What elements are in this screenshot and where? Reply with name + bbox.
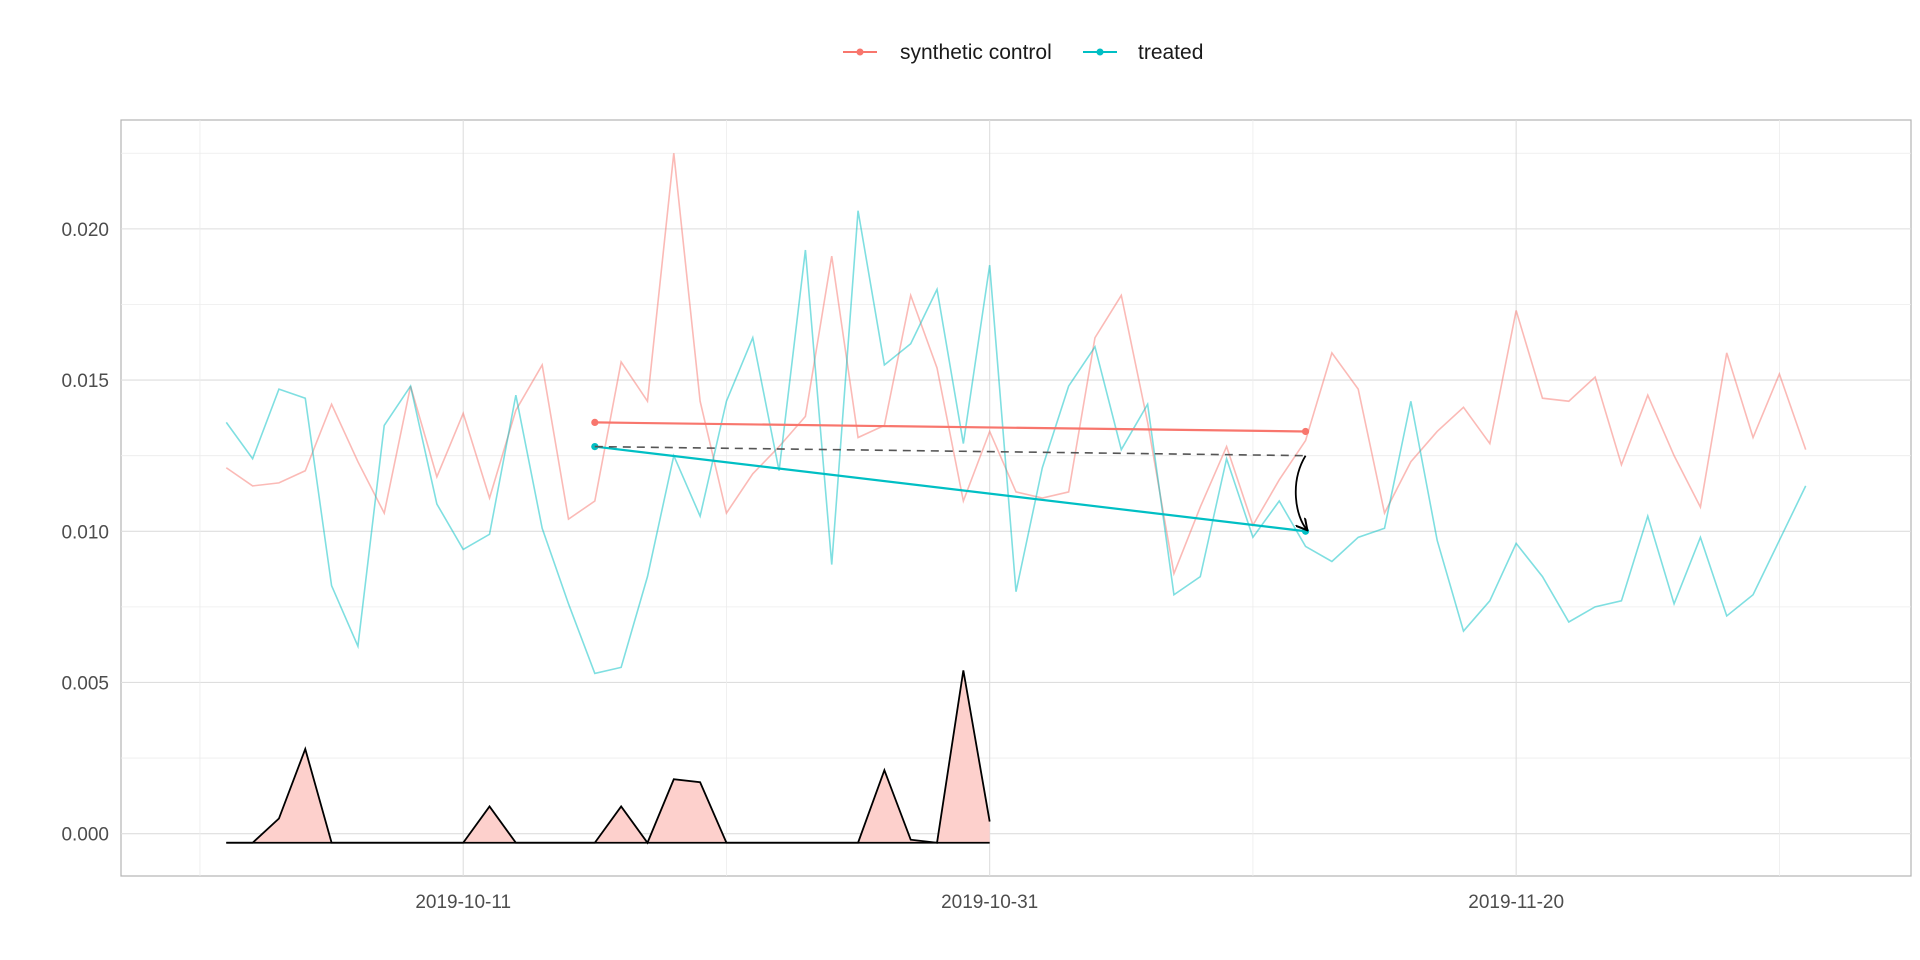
x-tick-label: 2019-11-20: [1468, 892, 1564, 913]
series-line-synthetic-control: [225, 153, 1807, 577]
gridlines: [121, 120, 1911, 876]
legend-label-treated: treated: [1138, 41, 1203, 64]
y-tick-label: 0.010: [61, 522, 109, 543]
overlay-line-treated: [594, 445, 1306, 533]
x-axis: 2019-10-11 2019-10-31 2019-11-20: [415, 892, 1564, 913]
y-tick-label: 0.005: [61, 673, 109, 694]
overlay-point: [591, 418, 599, 426]
x-tick-label: 2019-10-31: [941, 892, 1038, 913]
legend-label-synthetic-control: synthetic control: [900, 41, 1052, 64]
overlay-point: [1301, 427, 1310, 436]
overlay-lines: [591, 418, 1310, 535]
legend: synthetic control treated: [843, 41, 1203, 64]
weights-area: [226, 670, 991, 845]
y-tick-label: 0.015: [61, 371, 109, 392]
y-tick-label: 0.020: [61, 220, 109, 241]
y-axis: 0.000 0.005 0.010 0.015 0.020: [61, 220, 109, 846]
legend-entry-synthetic-control[interactable]: synthetic control: [843, 41, 1052, 64]
effect-arrow: [1294, 455, 1307, 530]
legend-entry-treated[interactable]: treated: [1083, 41, 1203, 64]
series-line-treated: [225, 210, 1807, 675]
weights-area-fill: [226, 670, 990, 843]
plot-panel: [120, 119, 1912, 877]
overlay-line-counterfactual: [594, 445, 1306, 457]
x-tick-label: 2019-10-11: [415, 892, 511, 913]
y-tick-label: 0.000: [61, 825, 109, 846]
series-lines: [225, 153, 1807, 675]
overlay-line-synthetic-control: [594, 421, 1306, 433]
